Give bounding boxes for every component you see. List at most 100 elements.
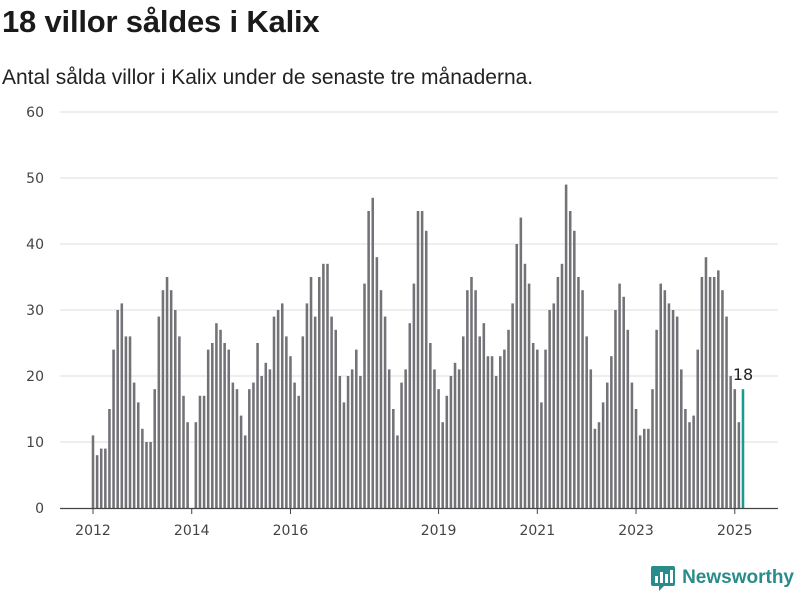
bar [461, 336, 465, 508]
bar [223, 343, 226, 508]
bar [104, 448, 107, 508]
bar [280, 303, 284, 508]
bar [178, 336, 181, 508]
bar [346, 376, 350, 508]
y-tick-label: 60 [26, 105, 44, 121]
bar [470, 277, 473, 508]
bar [729, 376, 732, 508]
bar [605, 382, 609, 508]
bar [630, 382, 634, 508]
bar [264, 362, 268, 508]
bar [618, 283, 621, 508]
annotations: 18 [733, 365, 753, 384]
bar [474, 290, 477, 508]
x-tick-label: 2014 [174, 523, 210, 539]
bar [634, 409, 638, 508]
bar [700, 277, 704, 508]
brand-logo[interactable]: Newsworthy [650, 564, 794, 592]
bar [342, 402, 346, 508]
bar [194, 422, 198, 508]
bar [400, 382, 403, 508]
bar [198, 395, 202, 508]
bar [334, 329, 337, 508]
bar [206, 349, 210, 508]
bar [589, 369, 593, 508]
bar [696, 349, 700, 508]
bar [433, 369, 436, 508]
bar [186, 422, 189, 508]
bar [490, 356, 494, 508]
bar [573, 230, 576, 509]
bar [675, 316, 679, 508]
bar [519, 217, 523, 508]
bar [256, 343, 259, 508]
x-tick-label: 2019 [421, 523, 457, 539]
bar [383, 316, 387, 508]
bar [396, 435, 399, 508]
bar-series [91, 184, 745, 509]
brand-name: Newsworthy [682, 567, 794, 588]
bar [305, 303, 309, 508]
x-tick-label: 2021 [519, 523, 555, 539]
bar [667, 303, 671, 508]
bar [330, 316, 333, 508]
bar [272, 316, 276, 508]
bar [585, 336, 588, 508]
bar [322, 263, 325, 508]
bar [655, 329, 658, 508]
bar [293, 382, 296, 508]
bar [136, 402, 140, 508]
bar [108, 409, 111, 508]
bar [260, 376, 263, 508]
bar [387, 369, 391, 508]
bar [503, 349, 506, 508]
x-tick-label: 2025 [717, 523, 753, 539]
bar [684, 409, 687, 508]
bar [688, 422, 691, 508]
bar [420, 211, 424, 508]
bar [441, 422, 444, 508]
y-tick-label: 30 [26, 303, 44, 319]
bar [215, 323, 218, 508]
bar [124, 336, 128, 508]
bar [692, 415, 695, 508]
bar [355, 349, 358, 508]
bar [309, 277, 313, 508]
bar [486, 356, 490, 508]
bar [371, 197, 375, 509]
bar [445, 395, 449, 508]
bar [276, 310, 280, 508]
bar [494, 376, 498, 508]
bar [317, 277, 321, 508]
bar [116, 310, 119, 508]
x-axis: 2012 2014 2016 2019 2021 2023 2025 [60, 507, 778, 539]
bar [507, 329, 510, 508]
bar [424, 230, 428, 509]
y-tick-label: 20 [26, 369, 44, 385]
bar [367, 211, 370, 508]
bar [404, 369, 407, 508]
bar [338, 376, 342, 508]
bar [680, 369, 683, 508]
bar [182, 395, 185, 508]
bar [482, 323, 486, 508]
bar [531, 343, 535, 508]
bar [99, 448, 103, 508]
bar [515, 244, 519, 508]
bar [581, 290, 584, 508]
bar [548, 310, 551, 508]
bar [437, 389, 440, 508]
bar [737, 422, 741, 508]
bar [219, 329, 222, 508]
bar [375, 257, 379, 508]
bar [243, 435, 247, 508]
y-tick-label: 40 [26, 237, 44, 253]
bar [379, 290, 383, 508]
x-tick-label: 2023 [618, 523, 654, 539]
bar [326, 263, 329, 508]
bar [350, 369, 354, 508]
bar [174, 310, 177, 508]
bar [536, 349, 539, 508]
bar [564, 184, 568, 508]
bar [149, 442, 152, 508]
